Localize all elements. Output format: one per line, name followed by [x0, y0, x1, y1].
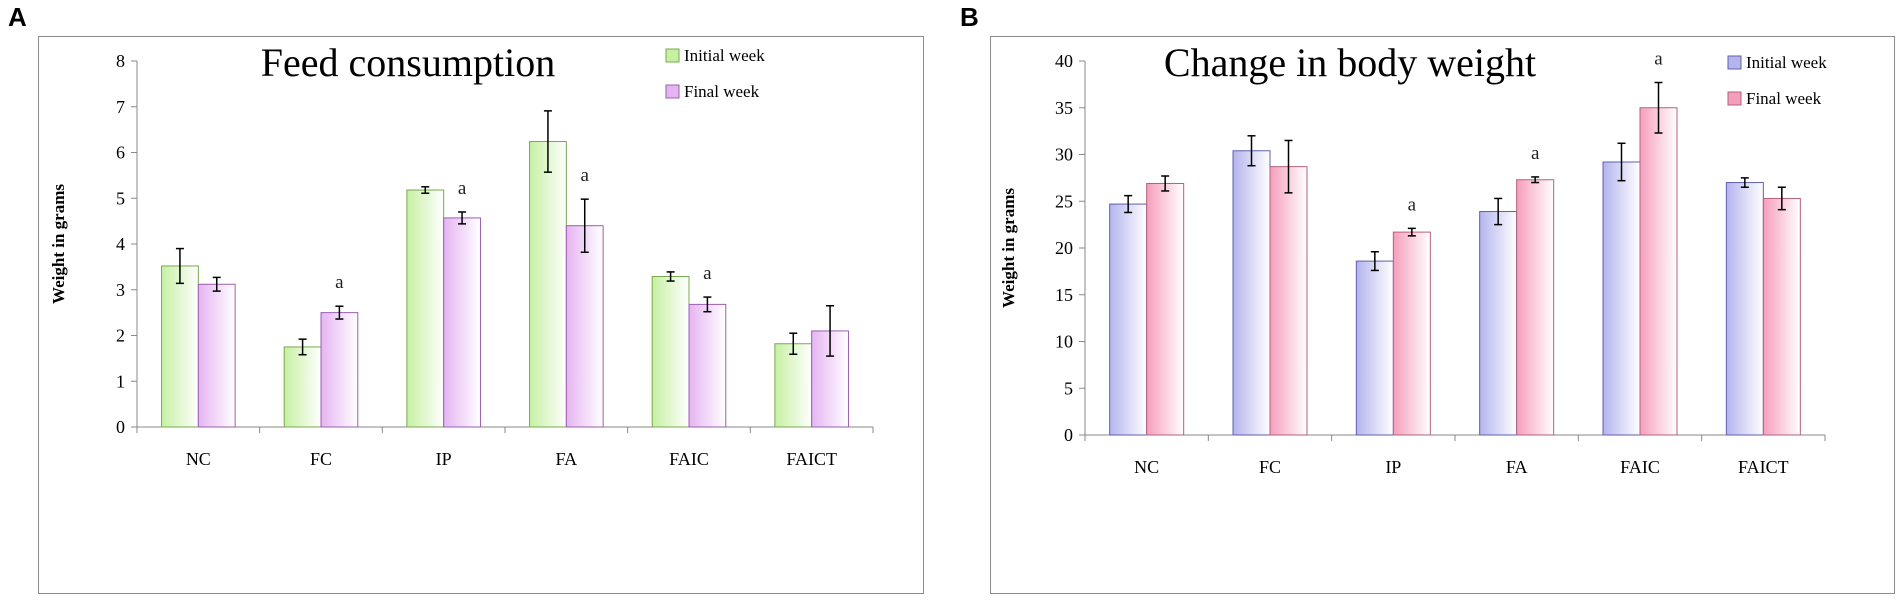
bar-final-week	[1269, 166, 1308, 436]
legend-swatch	[665, 84, 680, 99]
y-tick-label: 5	[116, 188, 125, 208]
chart-title: Change in body weight	[1164, 40, 1536, 85]
bar-initial-week	[1232, 150, 1271, 436]
y-tick-label: 8	[116, 51, 125, 71]
bar-initial-week	[1725, 182, 1764, 436]
x-tick-label: FAICT	[1738, 457, 1789, 477]
bar-initial-week	[529, 141, 567, 428]
bar-final-week	[197, 283, 236, 428]
y-tick-label: 40	[1055, 51, 1073, 71]
y-axis-label: Weight in grams	[999, 188, 1018, 308]
chart-title: Feed consumption	[261, 40, 555, 85]
x-tick-label: NC	[186, 449, 211, 469]
bar-initial-week	[1479, 211, 1518, 436]
bar-initial-week	[1602, 161, 1641, 436]
y-tick-label: 1	[116, 371, 125, 391]
y-tick-label: 20	[1055, 238, 1073, 258]
bar-final-week	[1762, 197, 1801, 436]
y-tick-label: 15	[1055, 285, 1073, 305]
y-tick-label: 0	[1064, 425, 1073, 445]
y-tick-label: 0	[116, 417, 125, 437]
y-tick-label: 4	[116, 234, 125, 254]
y-tick-label: 35	[1055, 98, 1073, 118]
bar-final-week	[1146, 182, 1185, 436]
y-tick-label: 6	[116, 143, 125, 163]
bar-initial-week	[1355, 260, 1394, 436]
significance-marker: a	[1531, 143, 1540, 164]
legend-label: Final week	[1746, 89, 1822, 108]
significance-marker: a	[581, 165, 590, 186]
x-tick-label: NC	[1134, 457, 1159, 477]
x-tick-label: FA	[555, 449, 577, 469]
bar-initial-week	[283, 346, 322, 428]
y-tick-label: 3	[116, 280, 125, 300]
legend-label: Initial week	[1746, 53, 1827, 72]
x-tick-label: FC	[310, 449, 332, 469]
significance-marker: a	[1408, 194, 1417, 215]
legend-swatch	[1727, 55, 1742, 70]
y-tick-label: 7	[116, 97, 125, 117]
legend-swatch	[665, 48, 680, 63]
x-tick-label: FA	[1506, 457, 1528, 477]
bar-final-week	[1516, 179, 1555, 436]
y-tick-label: 25	[1055, 191, 1073, 211]
x-tick-label: FAICT	[786, 449, 837, 469]
bar-initial-week	[406, 189, 445, 428]
x-tick-label: FC	[1259, 457, 1281, 477]
y-tick-label: 2	[116, 326, 125, 346]
bar-final-week	[320, 312, 359, 428]
significance-marker: a	[458, 178, 467, 199]
y-axis-label: Weight in grams	[49, 184, 68, 304]
x-tick-label: IP	[1385, 457, 1401, 477]
significance-marker: a	[1654, 49, 1663, 70]
body-weight-chart: 0 5 10 15 20 25 30 35 40 NC FC IP FA FAIC FAICT a a a Chan…	[990, 36, 1895, 594]
bar-final-week	[565, 225, 604, 428]
bar-initial-week	[774, 343, 813, 428]
significance-marker: a	[335, 272, 344, 293]
significance-marker: a	[703, 263, 712, 284]
bar-final-week	[688, 303, 727, 428]
bar-final-week	[1392, 231, 1431, 436]
bar-initial-week	[161, 265, 199, 428]
bar-initial-week	[1109, 203, 1148, 436]
y-tick-label: 30	[1055, 145, 1073, 165]
feed-consumption-chart: 0 1 2 3 4 5 6 7 8 NC FC IP FA FAIC FAICT a a a a Feed consu…	[38, 36, 924, 594]
x-tick-label: FAIC	[669, 449, 709, 469]
legend-swatch	[1727, 91, 1742, 106]
panel-label-b: B	[960, 2, 979, 32]
bar-final-week	[1639, 107, 1678, 436]
legend-label: Final week	[684, 82, 760, 101]
panel-label-a: A	[8, 2, 27, 32]
bar-initial-week	[651, 275, 690, 428]
x-tick-label: IP	[436, 449, 452, 469]
bar-final-week	[443, 217, 481, 428]
x-tick-label: FAIC	[1620, 457, 1660, 477]
y-tick-label: 10	[1055, 332, 1073, 352]
y-tick-label: 5	[1064, 378, 1073, 398]
legend-label: Initial week	[684, 46, 765, 65]
